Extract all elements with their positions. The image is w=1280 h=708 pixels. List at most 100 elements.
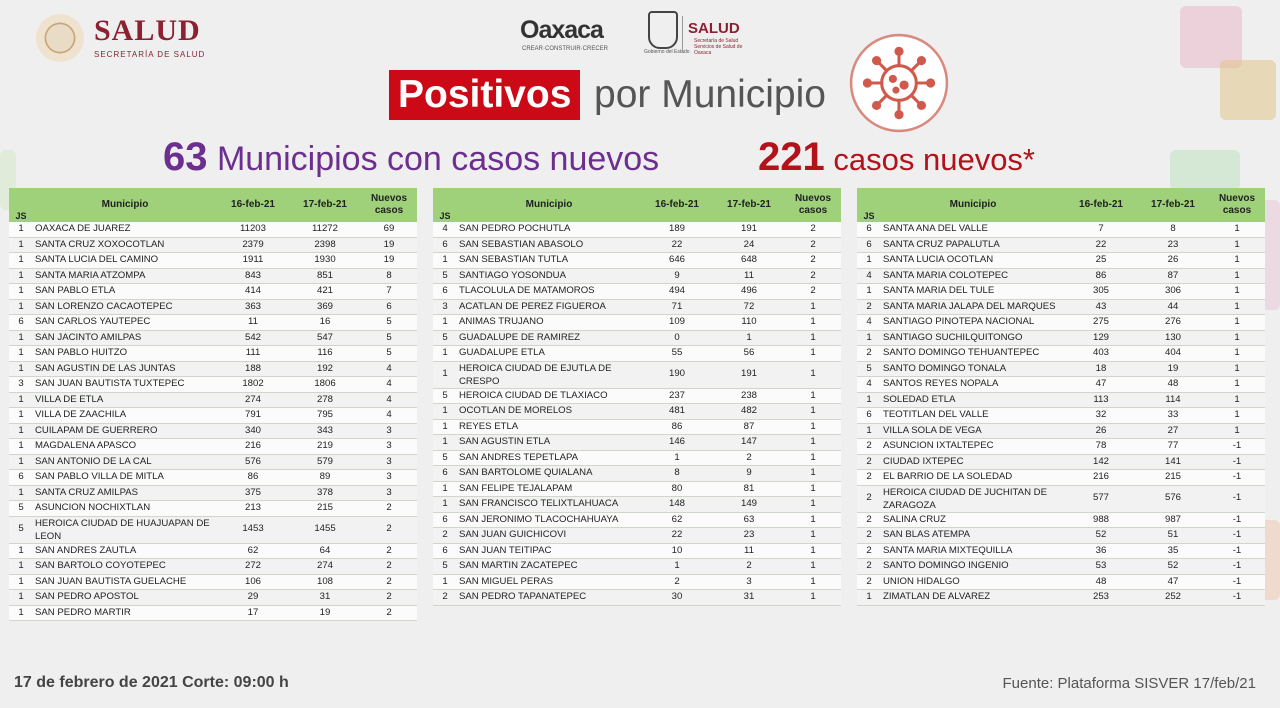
column-header-js: JS [433,188,457,222]
cases-16feb-cell: 189 [641,222,713,238]
cases-16feb-cell: 274 [217,392,289,408]
new-cases-cell: 1 [785,330,841,346]
table-row: 1 SAN PABLO HUITZO 111 116 5 [9,345,417,362]
municipio-cell: HEROICA CIUDAD DE HUAJUAPAN DE LEON [33,516,217,544]
cases-16feb-cell: 237 [641,388,713,404]
cases-16feb-cell: 275 [1065,314,1137,331]
municipio-cell: SAN PABLO HUITZO [33,345,217,362]
municipio-cell: SANTO DOMINGO INGENIO [881,558,1065,575]
page-title: por Municipio [594,73,826,116]
table-row: 2 ASUNCION IXTALTEPEC 78 77 -1 [857,438,1265,455]
cases-16feb-cell: 53 [1065,558,1137,575]
table-row: 1 CUILAPAM DE GUERRERO 340 343 3 [9,423,417,439]
table-row: 6 TEOTITLAN DEL VALLE 32 33 1 [857,407,1265,424]
cases-16feb-cell: 843 [217,268,289,284]
new-cases-cell: 1 [785,465,841,482]
cases-17feb-cell: 421 [289,283,361,300]
cases-17feb-cell: 141 [1137,454,1209,470]
new-cases-cell: 1 [785,558,841,575]
oaxaca-logo: Oaxaca CREAR·CONSTRUIR·CRECER Gobierno d… [520,11,760,60]
new-cases-cell: 2 [361,543,417,559]
new-cases-cell: -1 [1209,558,1265,575]
salud-subtitle: SECRETARÍA DE SALUD [94,50,206,59]
js-cell: 1 [857,283,881,300]
new-cases-cell: 1 [785,403,841,420]
table-row: 6 SAN BARTOLOME QUIALANA 8 9 1 [433,465,841,482]
cases-17feb-cell: 11 [713,268,785,284]
cases-16feb-cell: 9 [641,268,713,284]
table-row: 6 SANTA CRUZ PAPALUTLA 22 23 1 [857,237,1265,253]
new-cases-cell: 19 [361,252,417,269]
cases-16feb-cell: 305 [1065,283,1137,300]
municipio-cell: ZIMATLAN DE ALVAREZ [881,589,1065,606]
js-cell: 2 [857,454,881,470]
js-cell: 1 [9,283,33,300]
cases-16feb-cell: 1453 [217,516,289,544]
cases-16feb-cell: 86 [217,469,289,486]
municipio-cell: HEROICA CIUDAD DE EJUTLA DE CRESPO [457,361,641,389]
table-row: 1 VILLA DE ZAACHILA 791 795 4 [9,407,417,424]
cases-17feb-cell: 16 [289,314,361,331]
table-row: 1 SAN PABLO ETLA 414 421 7 [9,283,417,300]
cases-17feb-cell: 252 [1137,589,1209,606]
municipio-cell: OAXACA DE JUAREZ [33,222,217,238]
cases-16feb-cell: 148 [641,496,713,513]
new-cases-cell: 1 [785,434,841,451]
new-cases-cell: 2 [785,252,841,269]
municipio-cell: EL BARRIO DE LA SOLEDAD [881,469,1065,486]
new-cases-cell: 1 [1209,392,1265,408]
cases-17feb-cell: 26 [1137,252,1209,269]
municipios-table-2: JS Municipio 16-feb-21 17-feb-21 Nuevos caso… [433,188,841,606]
table-row: 6 SANTA ANA DEL VALLE 7 8 1 [857,222,1265,238]
table-row: 1 SANTA CRUZ XOXOCOTLAN 2379 2398 19 [9,237,417,253]
table-row: 1 SANTA LUCIA OCOTLAN 25 26 1 [857,252,1265,269]
cases-17feb-cell: 987 [1137,512,1209,528]
municipio-cell: ASUNCION NOCHIXTLAN [33,500,217,517]
js-cell: 1 [857,423,881,439]
new-cases-cell: 3 [361,423,417,439]
js-cell: 2 [857,299,881,315]
cases-16feb-cell: 481 [641,403,713,420]
js-cell: 6 [9,469,33,486]
cases-17feb-cell: 579 [289,454,361,470]
table-row: 1 VILLA SOLA DE VEGA 26 27 1 [857,423,1265,439]
salud-logo: SALUD SECRETARÍA DE SALUD [36,12,236,64]
new-cases-cell: 1 [1209,314,1265,331]
cases-16feb-cell: 26 [1065,423,1137,439]
municipio-cell: SOLEDAD ETLA [881,392,1065,408]
cases-16feb-cell: 10 [641,543,713,559]
municipio-cell: SANTA LUCIA OCOTLAN [881,252,1065,269]
municipio-cell: SAN LORENZO CACAOTEPEC [33,299,217,315]
js-cell: 1 [9,330,33,346]
municipio-cell: SAN BLAS ATEMPA [881,527,1065,544]
column-header-d1: 16-feb-21 [1065,188,1137,222]
cases-16feb-cell: 32 [1065,407,1137,424]
new-cases-cell: 1 [1209,299,1265,315]
new-cases-cell: 5 [361,314,417,331]
cases-17feb-cell: 52 [1137,558,1209,575]
oaxaca-gov-label: Gobierno del Estado [644,49,690,55]
cases-17feb-cell: 369 [289,299,361,315]
cases-16feb-cell: 340 [217,423,289,439]
js-cell: 1 [9,605,33,621]
table-row: 6 SAN SEBASTIAN ABASOLO 22 24 2 [433,237,841,253]
new-cases-cell: 1 [785,450,841,466]
municipio-cell: MAGDALENA APASCO [33,438,217,455]
table-row: 1 SOLEDAD ETLA 113 114 1 [857,392,1265,408]
municipio-cell: SAN FELIPE TEJALAPAM [457,481,641,497]
js-cell: 1 [857,330,881,346]
cases-16feb-cell: 8 [641,465,713,482]
cases-16feb-cell: 146 [641,434,713,451]
js-cell: 1 [9,345,33,362]
new-cases-cell: 1 [1209,283,1265,300]
cases-16feb-cell: 216 [1065,469,1137,486]
cases-17feb-cell: 23 [1137,237,1209,253]
cases-17feb-cell: 278 [289,392,361,408]
new-cases-cell: 1 [1209,330,1265,346]
new-cases-cell: 2 [785,268,841,284]
table-row: 1 HEROICA CIUDAD DE EJUTLA DE CRESPO 190 19… [433,361,841,389]
table-row: 1 SAN ANTONIO DE LA CAL 576 579 3 [9,454,417,470]
cases-17feb-cell: 48 [1137,376,1209,393]
municipio-cell: SANTA MARIA DEL TULE [881,283,1065,300]
cases-16feb-cell: 11 [217,314,289,331]
